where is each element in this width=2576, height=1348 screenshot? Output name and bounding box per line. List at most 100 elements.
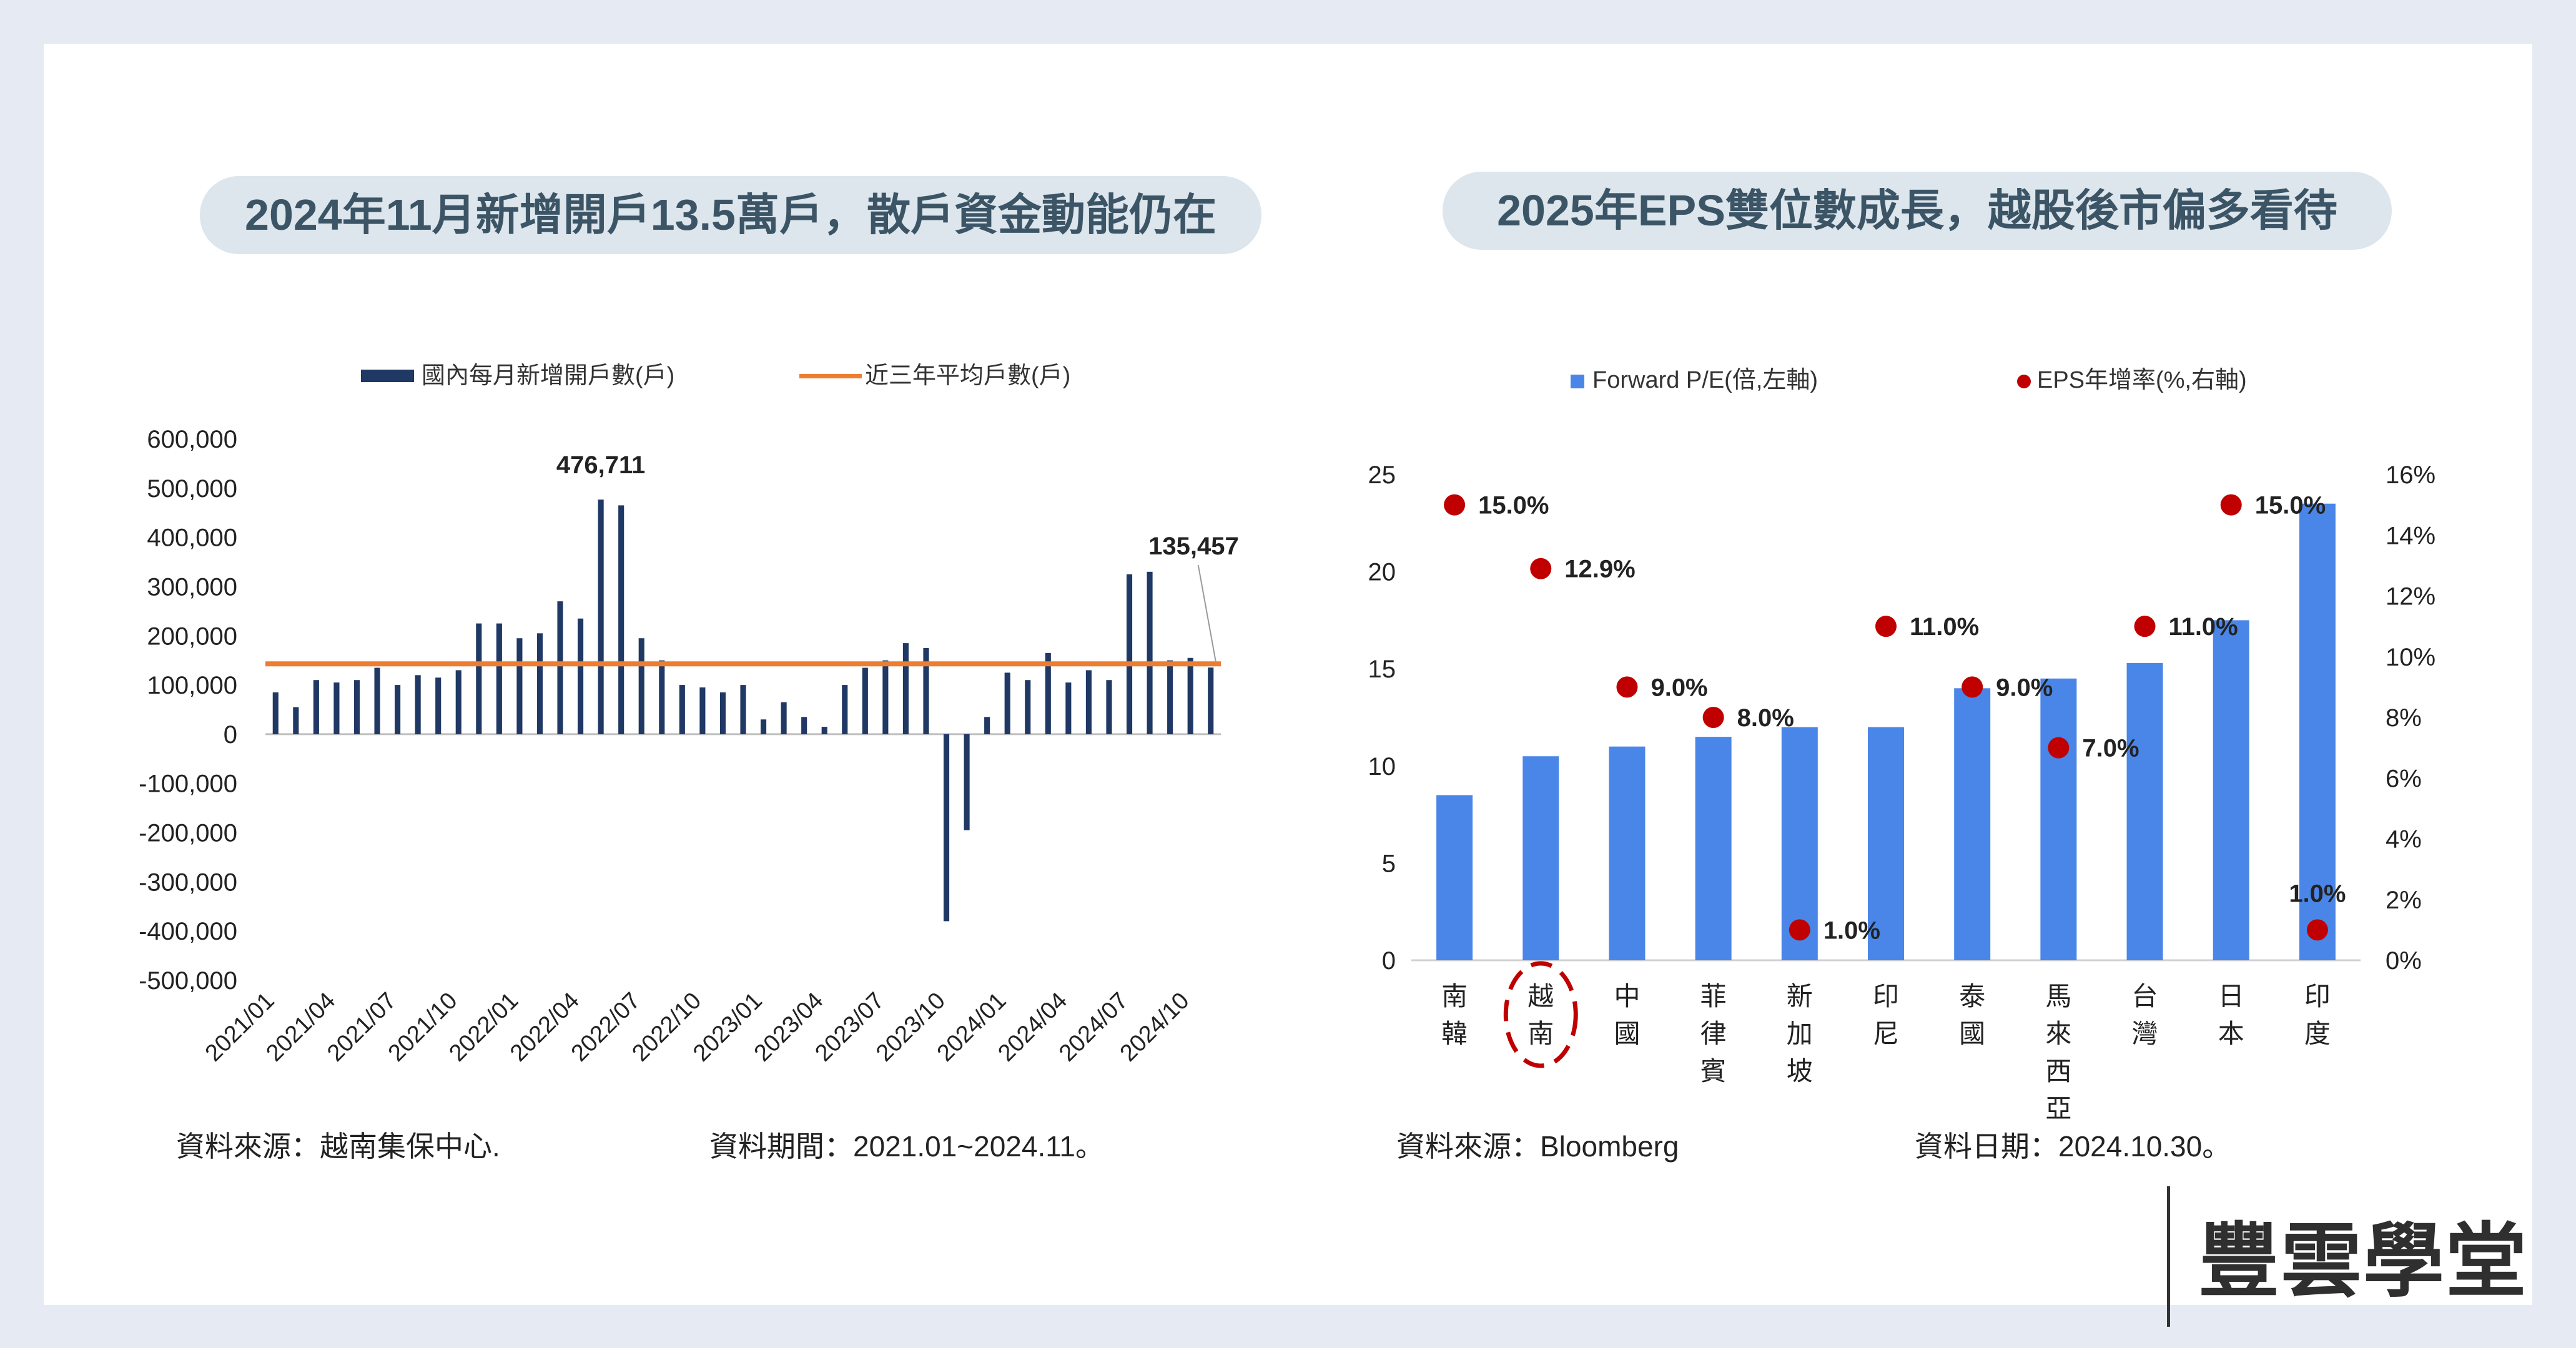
dot-eps-中國 [1616, 676, 1638, 698]
bar-2022/01 [516, 638, 523, 734]
bar-pe-日本 [2213, 620, 2249, 960]
bar-2022/12 [740, 685, 746, 734]
y-tick-label: -100,000 [139, 770, 237, 798]
bar-2021/03 [313, 680, 319, 734]
bar-2024/02 [1025, 680, 1031, 734]
data-label-peak: 476,711 [556, 451, 645, 479]
y-right-tick-label: 16% [2386, 461, 2435, 489]
y-left-tick-label: 15 [1368, 656, 1396, 683]
bar-2023/10 [943, 734, 950, 922]
x-category-label: 印度 [2304, 981, 2331, 1048]
x-category-label: 日本 [2218, 981, 2244, 1048]
bar-2021/05 [353, 680, 360, 734]
brand-logo: 豐雲學堂 [2198, 1214, 2529, 1309]
data-label-eps: 9.0% [1651, 674, 1707, 701]
bar-pe-南韓 [1436, 795, 1473, 960]
bar-2022/03 [557, 601, 563, 734]
y-left-tick-label: 10 [1368, 753, 1396, 780]
bar-pe-印度 [2299, 503, 2336, 960]
y-tick-label: 300,000 [147, 573, 237, 601]
bar-2021/11 [476, 623, 482, 734]
logo-divider [2167, 1186, 2170, 1327]
x-category-label: 印尼 [1873, 981, 1899, 1048]
y-tick-label: 0 [224, 721, 237, 749]
legend-swatch-line [799, 374, 862, 378]
data-label-latest: 135,457 [1148, 533, 1239, 560]
right-chart-title: 2025年EPS雙位數成長，越股後市偏多看待 [1443, 172, 2392, 250]
bar-2023/06 [862, 667, 868, 734]
data-label-eps: 15.0% [1478, 492, 1549, 519]
data-label-eps: 9.0% [1996, 674, 2053, 701]
bar-2021/04 [333, 682, 340, 734]
data-label-leader [1197, 564, 1216, 662]
bar-2021/08 [415, 675, 421, 734]
dot-eps-越南 [1530, 558, 1552, 579]
bar-2023/09 [923, 647, 929, 734]
x-category-label: 馬來西亞 [2045, 981, 2071, 1123]
bar-2021/06 [374, 667, 380, 734]
data-label-eps: 11.0% [2169, 613, 2238, 641]
left-chart-title: 2024年11月新增開戶13.5萬戶，散戶資金動能仍在 [200, 176, 1261, 254]
bar-pe-菲律賓 [1695, 737, 1732, 960]
y-left-tick-label: 0 [1382, 947, 1396, 975]
y-right-tick-label: 2% [2386, 887, 2422, 914]
dot-eps-菲律賓 [1702, 707, 1724, 728]
legend-swatch-pe [1571, 375, 1584, 388]
legend-swatch-bars [361, 370, 414, 382]
dot-eps-南韓 [1444, 494, 1466, 516]
dot-eps-新加坡 [1789, 919, 1810, 941]
legend-swatch-eps [2017, 375, 2031, 388]
bar-2022/07 [638, 638, 644, 734]
bar-pe-越南 [1522, 756, 1559, 960]
bar-pe-泰國 [1954, 688, 1991, 960]
y-right-tick-label: 4% [2386, 826, 2422, 854]
bar-2022/04 [578, 618, 584, 734]
right-source-note: 資料來源：Bloomberg [1396, 1130, 1679, 1163]
bar-pe-中國 [1609, 746, 1646, 960]
bar-2024/05 [1085, 670, 1092, 734]
bar-pe-馬來西亞 [2040, 678, 2077, 960]
bar-2023/01 [760, 719, 767, 734]
y-left-tick-label: 20 [1368, 559, 1396, 586]
bar-2023/12 [984, 717, 990, 734]
bar-2021/10 [455, 670, 461, 734]
y-right-tick-label: 6% [2386, 765, 2422, 792]
data-label-eps: 1.0% [1823, 917, 1880, 944]
bar-2022/11 [719, 692, 726, 734]
bar-2021/09 [435, 677, 442, 734]
bar-2024/04 [1065, 682, 1072, 734]
y-tick-label: -500,000 [139, 967, 237, 995]
dot-eps-馬來西亞 [2048, 737, 2070, 759]
y-tick-label: 100,000 [147, 672, 237, 699]
y-tick-label: -200,000 [139, 820, 237, 847]
left-period-note: 資料期間：2021.01~2024.11。 [709, 1130, 1105, 1163]
y-right-tick-label: 8% [2386, 704, 2422, 732]
data-label-eps: 12.9% [1564, 556, 1635, 583]
dot-eps-泰國 [1962, 676, 1983, 698]
bar-2023/07 [882, 660, 889, 734]
y-tick-label: 600,000 [147, 426, 237, 453]
y-right-tick-label: 12% [2386, 583, 2435, 611]
bar-2022/06 [618, 505, 624, 734]
dot-eps-日本 [2220, 494, 2242, 516]
dot-eps-印度 [2306, 919, 2328, 941]
y-tick-label: 200,000 [147, 622, 237, 650]
bar-2024/07 [1126, 574, 1133, 734]
data-label-eps: 15.0% [2255, 492, 2326, 519]
legend-label-pe: Forward P/E(倍,左軸) [1592, 367, 1818, 393]
y-left-tick-label: 5 [1382, 850, 1396, 877]
data-label-eps: 8.0% [1737, 704, 1794, 732]
x-category-label: 泰國 [1959, 981, 1985, 1048]
right-chart: Forward P/E(倍,左軸) EPS年增率(%,右軸) 25 20 15 10 5 0 1… [1368, 367, 2436, 1123]
legend-label-line: 近三年平均戶數(戶) [865, 363, 1070, 389]
left-source-note: 資料來源：越南集保中心. [176, 1130, 500, 1163]
y-tick-label: -400,000 [139, 918, 237, 945]
legend-label-eps: EPS年增率(%,右軸) [2037, 367, 2247, 393]
y-tick-label: 500,000 [147, 475, 237, 503]
bar-2022/02 [536, 633, 543, 734]
data-label-eps: 7.0% [2082, 735, 2139, 762]
y-right-tick-label: 14% [2386, 522, 2435, 549]
bar-2023/08 [902, 643, 909, 734]
bar-2024/09 [1167, 660, 1173, 734]
dot-eps-印尼 [1875, 616, 1897, 637]
